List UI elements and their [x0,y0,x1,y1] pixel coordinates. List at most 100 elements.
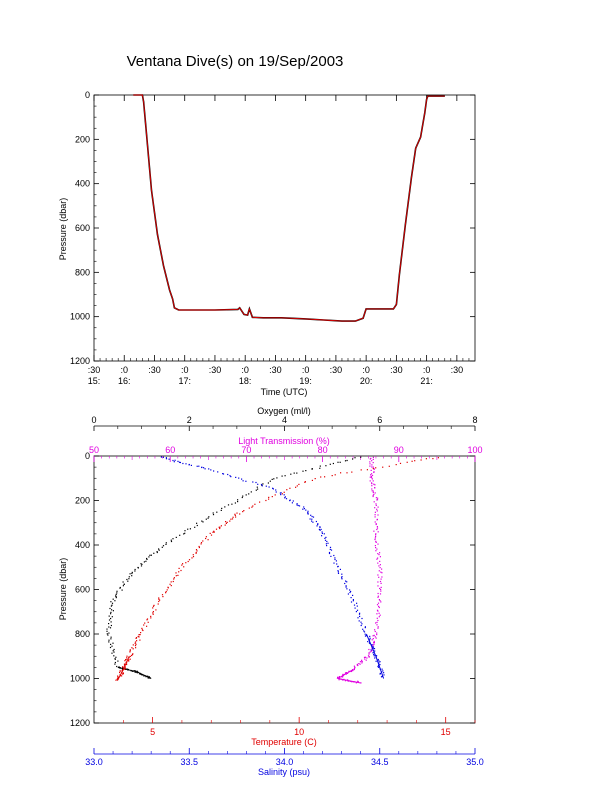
profile-point [235,516,237,518]
profile-point [311,479,313,481]
profile-point [373,643,375,645]
profile-point [376,548,378,550]
profile-point [373,642,375,644]
profile-point [210,469,212,471]
profile-point [337,676,339,678]
profile-point [373,530,375,532]
profile-point [187,560,189,563]
profile-point [161,594,164,596]
profile-point [319,526,321,528]
profile-point [108,626,110,628]
profile-point [109,646,112,649]
profile-point [355,611,357,613]
profile-point [372,647,374,649]
profile-point [152,607,154,609]
profile-point [195,549,198,551]
profile-point [357,617,359,619]
profile-point [369,651,371,653]
profile-point [373,501,375,503]
profile-point [377,574,379,576]
profile-point [376,519,378,521]
profile-point [360,456,362,458]
profile-point [110,617,112,620]
profile-point [371,644,373,646]
profile-point [128,660,130,662]
profile-point [365,635,367,637]
profile-point [368,656,370,658]
profile-point [331,475,333,477]
profile-point [234,513,236,515]
profile-point [377,596,379,598]
profile-point [377,602,380,604]
profile-point [231,503,233,505]
profile-point [111,604,113,606]
profile-point [329,546,332,548]
profile-point [371,490,373,492]
profile-point [352,594,354,596]
profile-point [316,525,318,527]
profile-point [114,600,116,602]
profile-point [207,517,209,519]
salinity-tick-label: 35.0 [466,757,484,767]
profile-point [367,641,369,643]
profile-point [235,476,237,478]
profile-point [115,679,117,681]
profile-point [184,530,186,532]
profile-bottom-segment [116,656,130,681]
profile-point [295,486,297,488]
profile-point [252,481,254,483]
profile-point [375,467,377,469]
profile-point [279,492,281,494]
profile-point [123,583,125,585]
profile-point [155,609,157,611]
profile-point [364,656,367,658]
profile-point [132,670,134,672]
profile-point [339,677,341,679]
profile-point [275,491,277,493]
profile-point [261,485,263,487]
c1-y-tick-label: 1000 [70,312,90,322]
profile-point [265,485,267,487]
profile-point [334,558,336,561]
profile-point [369,476,371,478]
profile-point [304,481,306,483]
profile-point [162,456,164,458]
profile-point [108,619,111,621]
profile-point [381,568,383,570]
profile-point [170,581,172,583]
oxygen-tick-label: 0 [91,415,96,425]
profile-point [131,654,133,657]
profile-point [352,458,354,460]
profile-point [146,557,148,560]
profile-point [350,601,353,603]
profile-point [373,634,375,636]
profile-point [143,561,145,563]
profile-point [148,556,150,558]
profile-point [346,459,348,462]
profile-point [173,578,175,580]
profile-point [140,563,142,565]
profile-point [243,510,245,512]
profile-point [425,458,427,460]
profile-point [379,580,382,583]
profile-point [366,657,368,659]
profile-point [106,633,108,635]
profile-point [134,642,136,644]
profile-point [141,629,143,631]
profile-point [342,673,344,675]
profile-point [168,458,170,460]
profile-point [373,655,375,657]
profile-point [120,675,122,677]
profile-point [379,600,381,602]
profile-point [170,585,172,587]
profile-point [375,533,377,535]
profile-point [377,595,379,597]
profile-point [245,480,247,482]
profile-point [368,648,370,651]
profile-point [227,504,230,506]
profile-point [110,621,112,623]
profile-point [178,461,181,463]
profile-point [369,463,371,465]
c1-y-tick-label: 600 [75,223,90,233]
light-tick-label: 90 [394,445,404,455]
